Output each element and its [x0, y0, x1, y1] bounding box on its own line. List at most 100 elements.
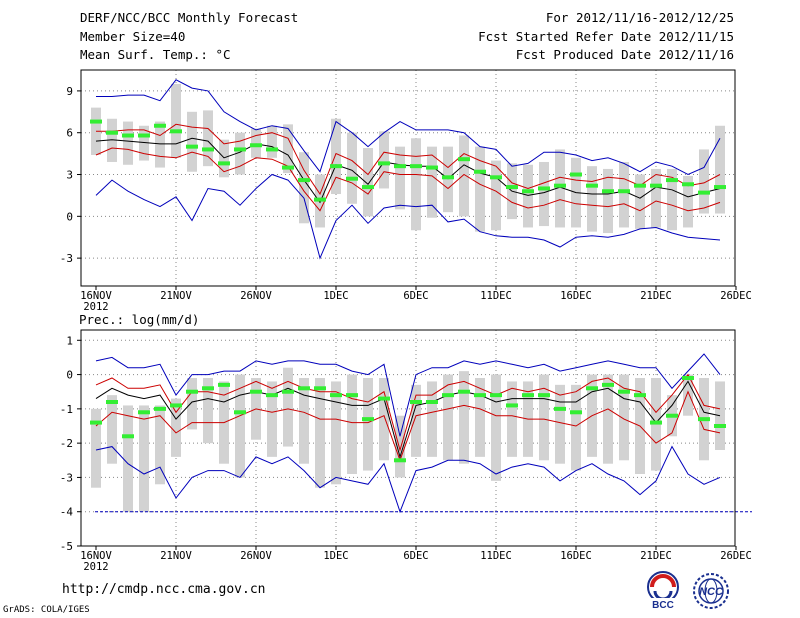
footer-credit: GrADS: COLA/IGES: [3, 605, 90, 615]
header-variable: Mean Surf. Temp.: °C: [80, 47, 231, 62]
observation-marker: [490, 175, 502, 180]
observation-marker: [634, 183, 646, 188]
observation-marker: [538, 393, 550, 398]
observation-marker: [234, 410, 246, 415]
ensemble-mean-line: [95, 137, 721, 204]
observation-marker: [298, 178, 310, 183]
range-box: [395, 146, 405, 210]
observation-marker: [666, 413, 678, 418]
observation-marker: [410, 164, 422, 169]
range-box: [459, 135, 469, 217]
range-box: [331, 381, 341, 485]
plot-frame: [80, 329, 736, 547]
range-box: [235, 132, 245, 175]
header-start-date: Fcst Started Refer Date 2012/11/15: [478, 29, 734, 44]
range-box: [491, 374, 501, 481]
range-box: [411, 138, 421, 231]
range-box: [187, 378, 197, 430]
range-box: [283, 124, 293, 174]
observation-marker: [138, 410, 150, 415]
range-box: [187, 111, 197, 172]
range-box: [619, 161, 629, 228]
range-box: [123, 405, 133, 512]
observation-marker: [202, 147, 214, 152]
observation-marker: [586, 183, 598, 188]
observation-marker: [138, 133, 150, 138]
observation-marker: [186, 144, 198, 149]
observation-marker: [634, 393, 646, 398]
range-box: [283, 367, 293, 447]
ensemble-mean-line: [95, 380, 721, 459]
observation-marker: [234, 147, 246, 152]
observation-marker: [362, 417, 374, 422]
y-tick-label: 6: [66, 127, 73, 140]
observation-marker: [106, 130, 118, 135]
observation-marker: [586, 386, 598, 391]
observation-marker: [410, 400, 422, 404]
lower-outer-line: [95, 445, 721, 514]
observation-marker: [602, 382, 614, 387]
observation-marker: [682, 376, 694, 380]
lower-inner-line: [95, 147, 721, 212]
range-box: [539, 374, 549, 461]
range-box: [171, 398, 181, 457]
bcc-logo-label: BCC: [652, 600, 674, 611]
x-tick-label: 6DEC: [403, 290, 428, 302]
range-box: [603, 168, 613, 234]
observation-marker: [506, 185, 518, 190]
header-produced-date: Fcst Produced Date 2012/11/16: [515, 47, 734, 62]
range-box: [363, 148, 373, 217]
observation-marker: [314, 386, 326, 391]
observation-marker: [602, 189, 614, 194]
y-tick-label: 1: [66, 334, 73, 347]
observation-marker: [426, 165, 438, 170]
observation-marker: [170, 129, 182, 134]
observation-marker: [282, 165, 294, 170]
observation-marker: [330, 164, 342, 169]
x-tick-label: 11DEC: [480, 550, 512, 562]
observation-marker: [154, 406, 166, 411]
observation-marker: [106, 400, 118, 404]
range-box: [491, 160, 501, 231]
range-box: [203, 378, 213, 444]
observation-marker: [90, 420, 102, 425]
observation-marker: [650, 420, 662, 425]
observation-marker: [122, 434, 134, 439]
observation-marker: [714, 185, 726, 190]
range-box: [667, 168, 677, 231]
plot-frame: [80, 69, 736, 287]
range-box: [251, 128, 261, 158]
observation-marker: [346, 176, 358, 181]
y-tick-label: 9: [66, 85, 73, 98]
observation-marker: [122, 133, 134, 138]
range-box: [123, 121, 133, 165]
range-box: [235, 374, 245, 478]
range-box: [267, 381, 277, 457]
range-box: [443, 146, 453, 213]
observation-marker: [266, 147, 278, 152]
x-tick-label: 21NOV: [160, 550, 192, 562]
observation-marker: [618, 189, 630, 194]
upper-inner-line: [95, 373, 721, 452]
range-box: [155, 121, 165, 168]
observation-marker: [378, 396, 390, 401]
observation-marker: [538, 186, 550, 191]
footer-url[interactable]: http://cmdp.ncc.cma.gov.cn: [62, 582, 266, 597]
y-tick-label: -3: [60, 471, 73, 484]
upper-outer-line: [95, 353, 721, 437]
observation-marker: [394, 458, 406, 463]
x-tick-label: 26NOV: [240, 290, 272, 302]
bcc-logo: BCC: [646, 571, 680, 611]
x-tick-label: 26NOV: [240, 550, 272, 562]
header-period: For 2012/11/16-2012/12/25: [545, 10, 734, 25]
y-tick-label: -3: [60, 252, 73, 265]
y-tick-label: -4: [60, 506, 74, 519]
observation-marker: [90, 119, 102, 124]
ncc-logo: NCC: [693, 573, 729, 609]
x-tick-label: 16DEC: [560, 550, 592, 562]
observation-marker: [170, 403, 182, 408]
range-box: [443, 374, 453, 461]
observation-marker: [554, 183, 566, 188]
observation-marker: [330, 393, 342, 398]
range-box: [171, 83, 181, 158]
